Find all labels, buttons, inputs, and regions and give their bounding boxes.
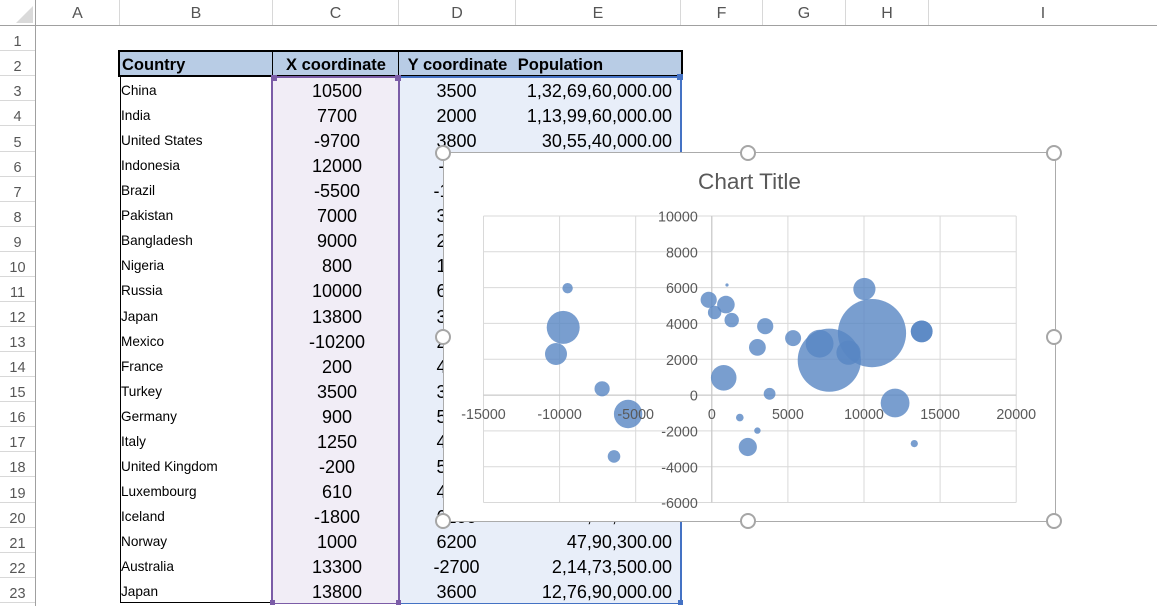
svg-text:0: 0 bbox=[690, 389, 698, 405]
svg-text:6000: 6000 bbox=[666, 282, 698, 298]
svg-text:15000: 15000 bbox=[920, 407, 960, 423]
svg-text:5000: 5000 bbox=[772, 407, 804, 423]
svg-text:0: 0 bbox=[708, 407, 716, 423]
svg-text:10000: 10000 bbox=[844, 407, 884, 423]
svg-text:2000: 2000 bbox=[666, 353, 698, 369]
svg-text:10000: 10000 bbox=[658, 210, 698, 226]
svg-text:-2000: -2000 bbox=[661, 425, 698, 441]
svg-text:-10000: -10000 bbox=[537, 407, 582, 423]
svg-text:20000: 20000 bbox=[996, 407, 1036, 423]
svg-text:Chart Title: Chart Title bbox=[698, 169, 801, 194]
svg-text:8000: 8000 bbox=[666, 246, 698, 262]
svg-text:-5000: -5000 bbox=[617, 407, 654, 423]
svg-text:-4000: -4000 bbox=[661, 461, 698, 477]
svg-text:-6000: -6000 bbox=[661, 496, 698, 512]
svg-text:-15000: -15000 bbox=[461, 407, 506, 423]
svg-text:4000: 4000 bbox=[666, 317, 698, 333]
